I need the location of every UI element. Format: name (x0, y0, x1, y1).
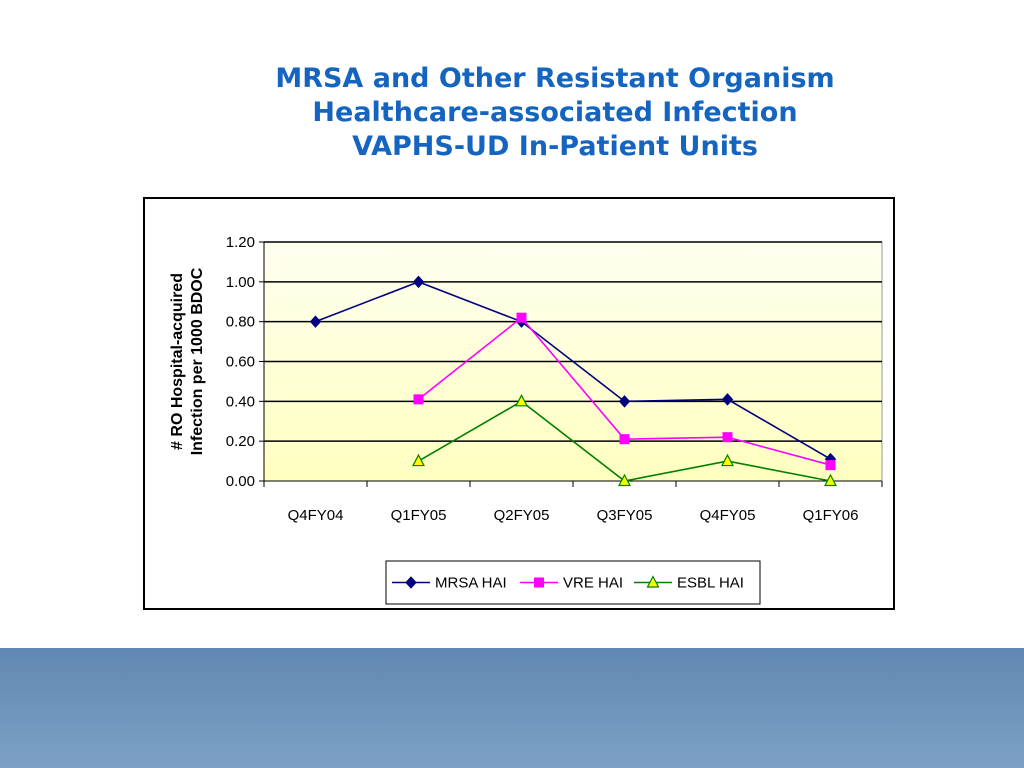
legend-entry: VRE HAI (520, 575, 623, 592)
data-point-square (619, 434, 630, 445)
y-tick-label: 0.20 (226, 433, 255, 450)
x-tick-label: Q4FY04 (288, 507, 344, 524)
y-tick-label: 1.00 (226, 274, 255, 291)
title-line-1: MRSA and Other Resistant Organism (275, 63, 835, 94)
data-point-triangle (412, 453, 425, 467)
data-point-diamond (309, 315, 322, 328)
data-point-square (413, 394, 424, 405)
slide-title: MRSA and Other Resistant Organism Health… (175, 62, 935, 164)
data-point-square (516, 312, 527, 323)
x-tick-label: Q3FY05 (597, 507, 653, 524)
y-tick-label: 0.60 (226, 354, 255, 371)
title-line-3: VAPHS-UD In-Patient Units (352, 131, 758, 162)
chart-container: 0.00 0.20 0.40 0.60 0.80 1.00 1.20 Q4FY04 Q1FY05… (143, 197, 895, 610)
data-point-triangle (824, 473, 837, 487)
series-line (315, 280, 831, 460)
data-point-square (534, 577, 544, 588)
y-tick-label: 0.00 (226, 473, 255, 490)
data-point-square (825, 460, 836, 471)
title-line-2: Healthcare-associated Infection (312, 97, 798, 128)
data-point-triangle (721, 453, 734, 467)
y-tick-label: 0.80 (226, 314, 255, 331)
data-point-diamond (618, 395, 631, 408)
y-tick-label: 1.20 (226, 234, 255, 251)
x-tick-label: Q1FY05 (391, 507, 447, 524)
data-point-diamond (721, 393, 734, 406)
legend-label: VRE HAI (563, 575, 623, 592)
line-chart: 0.00 0.20 0.40 0.60 0.80 1.00 1.20 Q4FY04 Q1FY05… (169, 234, 883, 605)
series-esbl-hai (412, 394, 837, 487)
y-axis-label-line: Infection per 1000 BDOC (189, 267, 206, 455)
data-point-triangle (618, 473, 631, 487)
series-vre-hai (413, 312, 836, 471)
x-tick-label: Q1FY06 (803, 507, 859, 524)
x-tick-label: Q4FY05 (700, 507, 756, 524)
y-tick-label: 0.40 (226, 393, 255, 410)
y-axis-label-line: # RO Hospital-acquired (169, 273, 186, 450)
data-point-diamond (412, 275, 425, 289)
legend-label: ESBL HAI (677, 575, 744, 592)
data-point-diamond (405, 576, 417, 589)
footer-band (0, 648, 1024, 768)
legend-entry: ESBL HAI (634, 575, 744, 592)
legend-box (385, 560, 761, 605)
data-point-square (722, 432, 733, 443)
legend-label: MRSA HAI (435, 575, 507, 592)
x-tick-label: Q2FY05 (494, 507, 550, 524)
data-point-triangle (646, 575, 660, 588)
data-point-triangle (515, 394, 528, 407)
legend-entry: MRSA HAI (392, 575, 507, 592)
